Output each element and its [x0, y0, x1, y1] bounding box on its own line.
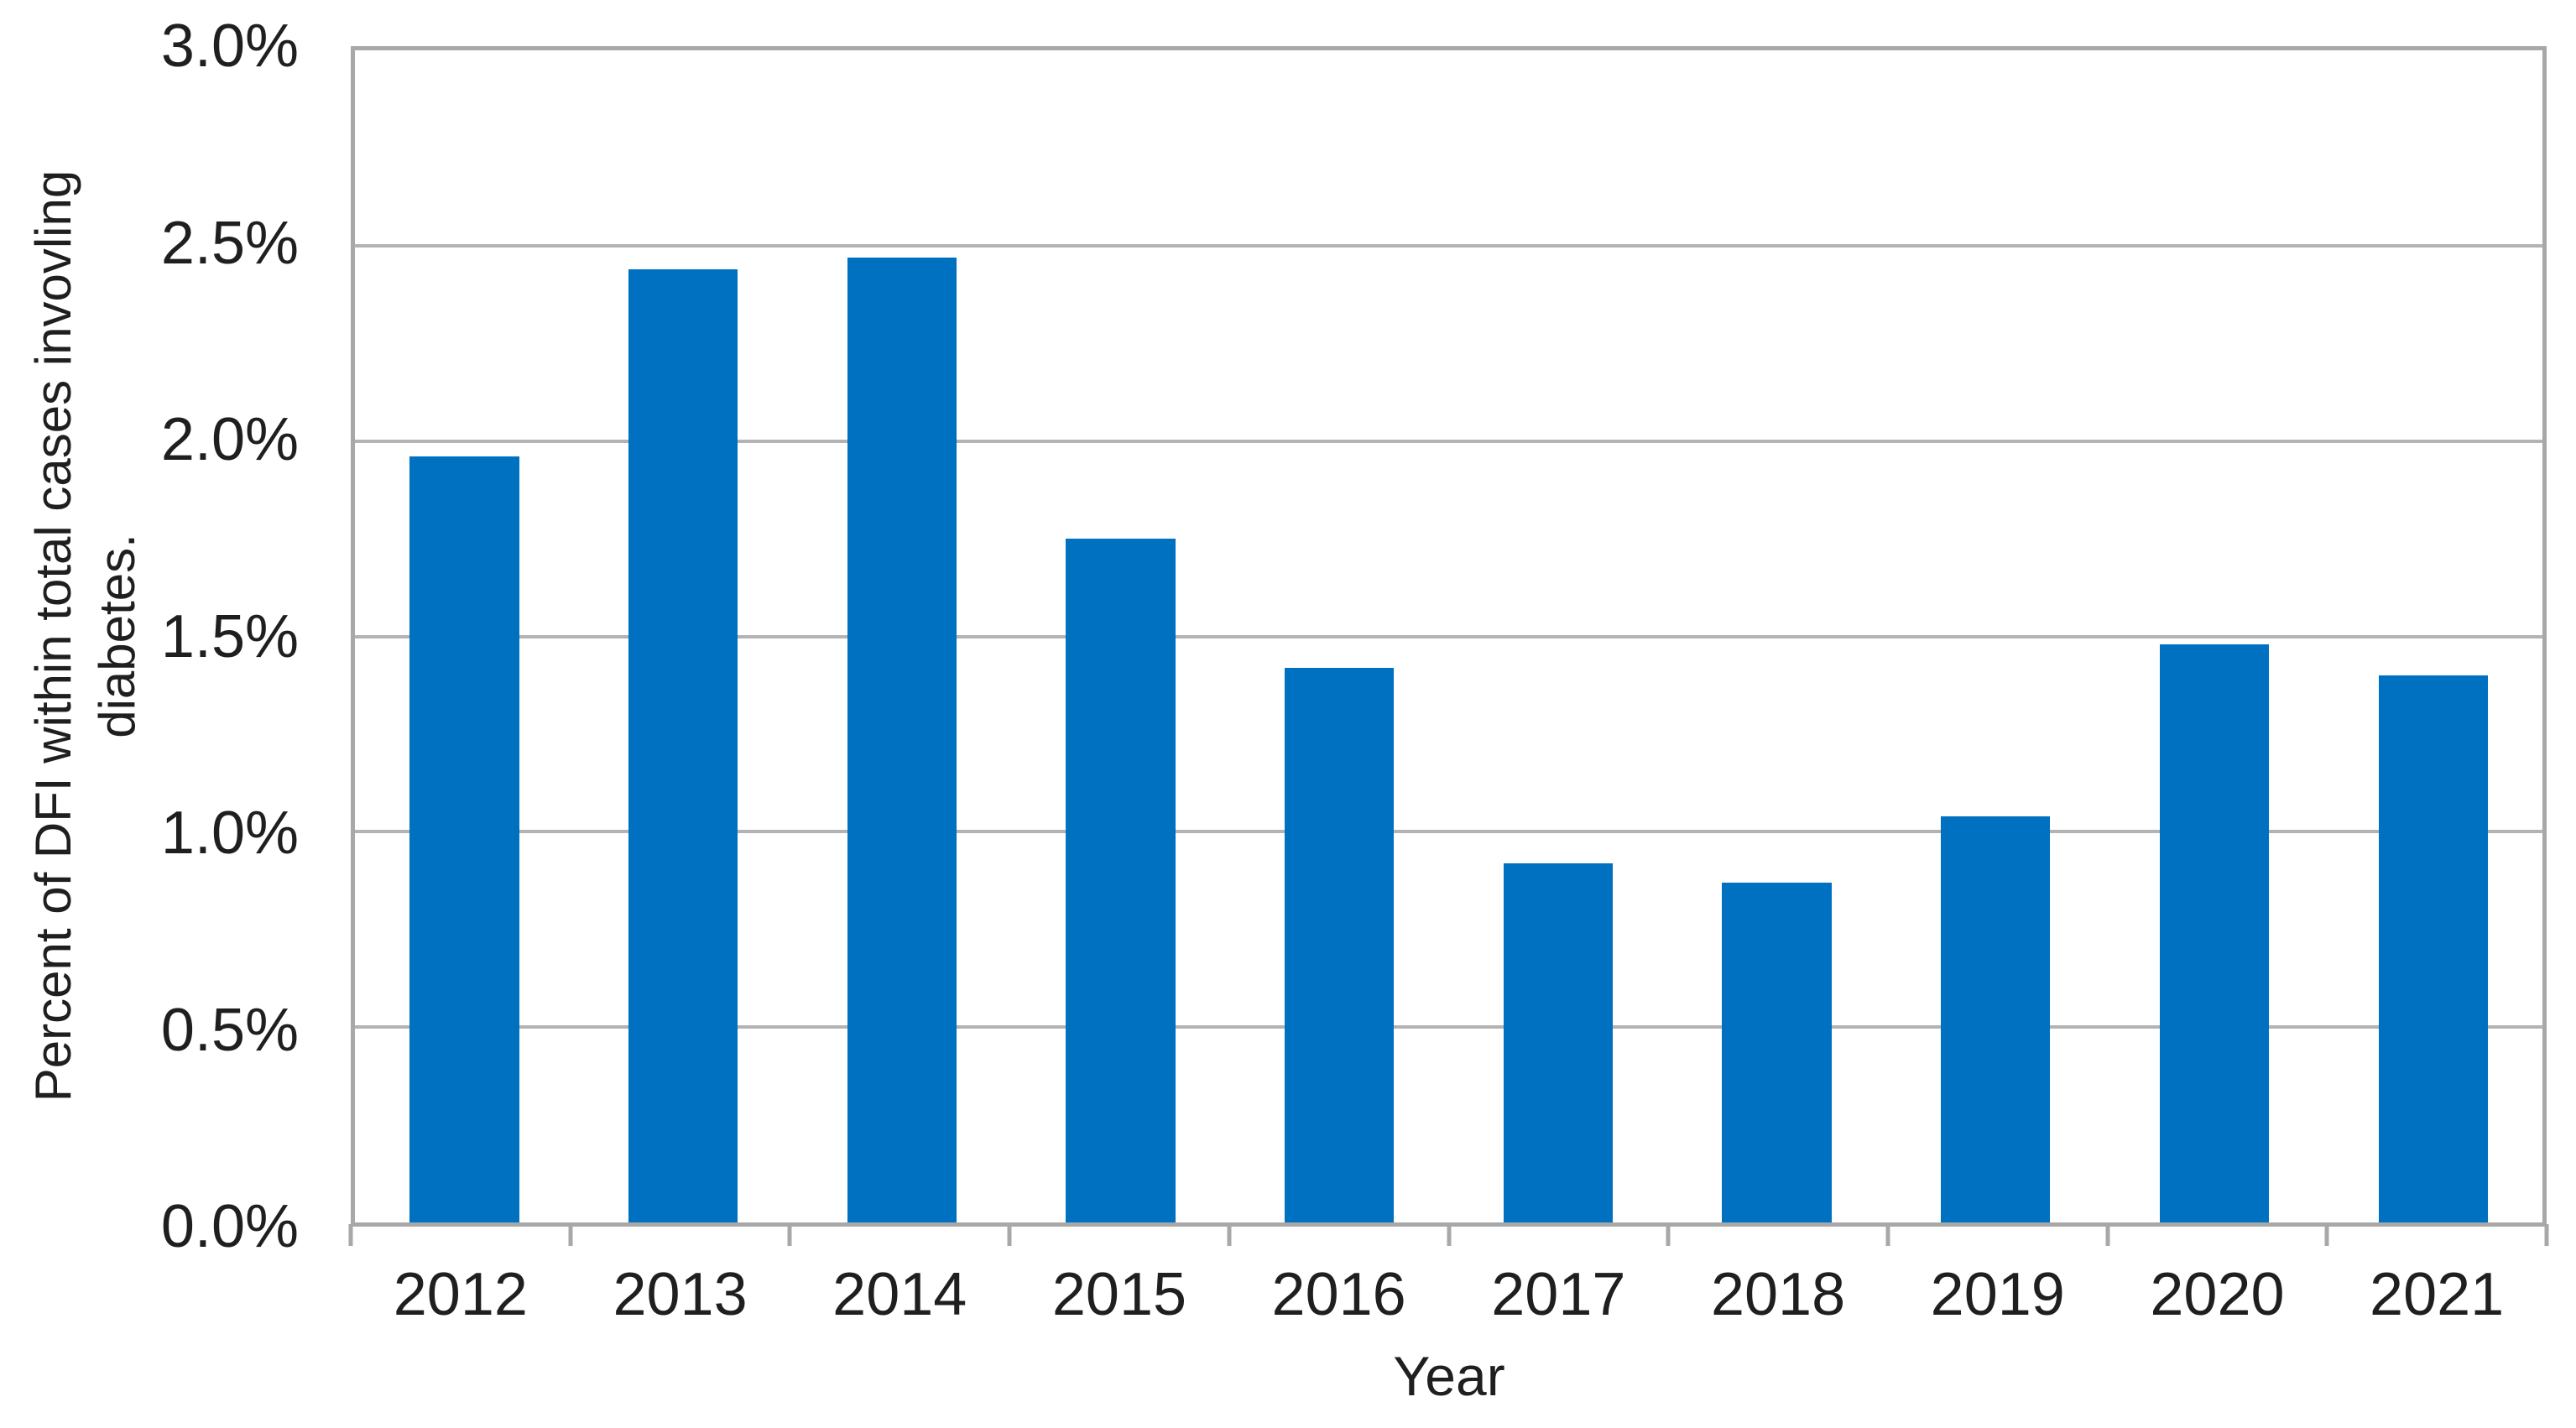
y-tick-label: 1.5%: [160, 602, 299, 670]
bar-2021: [2378, 675, 2488, 1222]
x-axis-tick: [787, 1224, 792, 1246]
bar-slot-2017: [1449, 50, 1668, 1222]
x-axis-tick: [348, 1224, 353, 1246]
bar-slot-2018: [1667, 50, 1886, 1222]
y-tick-label: 3.0%: [160, 13, 299, 80]
bar-2012: [409, 456, 519, 1222]
x-tick-label-2013: 2013: [613, 1261, 748, 1328]
bar-2016: [1284, 667, 1395, 1222]
bar-slot-2014: [792, 50, 1011, 1222]
x-tick-label-2012: 2012: [393, 1261, 528, 1328]
bar-slot-2020: [2105, 50, 2324, 1222]
bar-2013: [628, 268, 738, 1222]
bar-2020: [2159, 644, 2270, 1222]
gridline: [355, 243, 2542, 248]
x-axis-tick: [2544, 1224, 2549, 1246]
x-axis-tick: [1007, 1224, 1012, 1246]
x-axis-tick: [2324, 1224, 2329, 1246]
bar-slot-2015: [1011, 50, 1230, 1222]
gridline: [355, 1025, 2542, 1029]
x-tick-label-2018: 2018: [1710, 1261, 1846, 1328]
x-axis-title: Year: [1393, 1345, 1505, 1407]
bar-2014: [847, 257, 957, 1222]
y-tick-label: 2.5%: [160, 209, 299, 277]
x-axis-tick: [1447, 1224, 1451, 1246]
x-axis-tick: [1227, 1224, 1232, 1246]
x-axis-tick: [568, 1224, 573, 1246]
x-tick-label-2016: 2016: [1271, 1261, 1406, 1328]
x-tick-label-2017: 2017: [1491, 1261, 1626, 1328]
y-tick-label: 1.0%: [160, 800, 299, 867]
bar-slot-2016: [1230, 50, 1449, 1222]
gridline: [355, 439, 2542, 443]
y-tick-label: 0.0%: [160, 1193, 299, 1260]
bar-2019: [1941, 816, 2051, 1222]
y-axis-tick-labels: 3.0% 2.5% 2.0% 1.5% 1.0% 0.5% 0.0%: [0, 14, 299, 1259]
x-tick-label-2019: 2019: [1930, 1261, 2065, 1328]
y-tick-label: 2.0%: [160, 406, 299, 473]
x-tick-label-2015: 2015: [1051, 1261, 1187, 1328]
x-axis-ticks: [348, 1224, 2549, 1246]
x-axis-tick-labels: 2012 2013 2014 2015 2016 2017 2018 2019 2020 2021: [351, 1261, 2547, 1332]
bar-series: [355, 50, 2542, 1222]
bar-2018: [1722, 882, 1832, 1222]
bar-2015: [1066, 539, 1176, 1222]
x-axis-tick: [1885, 1224, 1890, 1246]
gridline-layer: [355, 50, 2542, 1222]
x-tick-label-2021: 2021: [2370, 1261, 2505, 1328]
gridline: [355, 634, 2542, 638]
x-tick-label-2014: 2014: [832, 1261, 967, 1328]
x-axis-tick: [2105, 1224, 2110, 1246]
bar-slot-2012: [355, 50, 574, 1222]
gridline: [355, 830, 2542, 834]
x-tick-label-2020: 2020: [2150, 1261, 2285, 1328]
plot-area: [351, 46, 2547, 1227]
bar-slot-2013: [574, 50, 793, 1222]
y-tick-label: 0.5%: [160, 996, 299, 1064]
bar-slot-2021: [2323, 50, 2542, 1222]
x-axis-tick: [1666, 1224, 1671, 1246]
bar-2017: [1503, 863, 1614, 1222]
bar-slot-2019: [1886, 50, 2105, 1222]
